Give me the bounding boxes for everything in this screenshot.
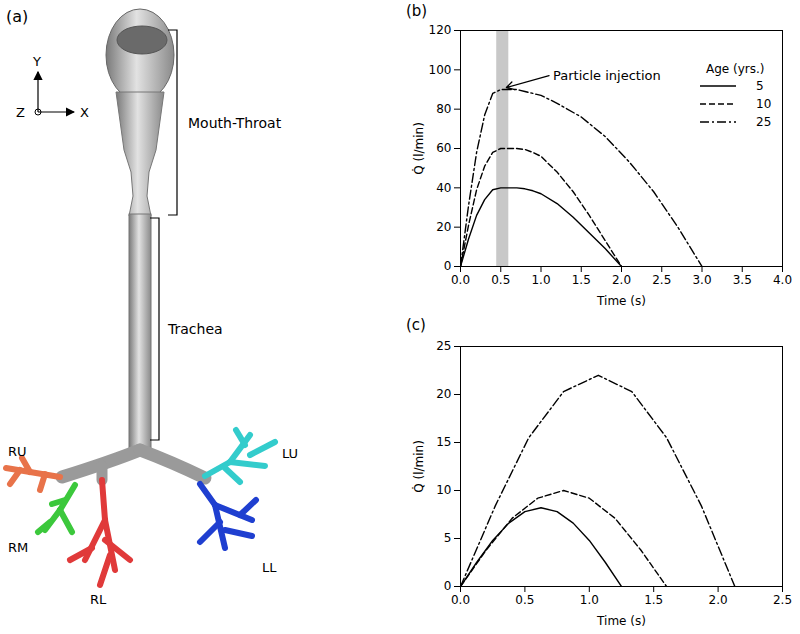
svg-text:1.5: 1.5 bbox=[572, 273, 591, 287]
svg-text:4.0: 4.0 bbox=[773, 273, 792, 287]
svg-text:1.0: 1.0 bbox=[531, 273, 550, 287]
svg-text:Trachea: Trachea bbox=[167, 321, 223, 337]
svg-text:5: 5 bbox=[756, 79, 764, 93]
html-text:(b): (b) bbox=[406, 2, 428, 20]
svg-text:RU: RU bbox=[8, 444, 27, 459]
svg-text:20: 20 bbox=[436, 220, 451, 234]
svg-text:5: 5 bbox=[444, 531, 452, 545]
svg-text:(a): (a) bbox=[6, 7, 28, 26]
svg-text:RL: RL bbox=[90, 592, 107, 607]
svg-text:Mouth-Throat: Mouth-Throat bbox=[188, 115, 282, 131]
svg-text:25: 25 bbox=[436, 339, 451, 353]
svg-text:15: 15 bbox=[436, 435, 451, 449]
svg-text:0.5: 0.5 bbox=[515, 593, 534, 607]
svg-text:LU: LU bbox=[282, 446, 298, 461]
svg-text:25: 25 bbox=[756, 115, 771, 129]
svg-text:80: 80 bbox=[436, 102, 451, 116]
svg-text:Age (yrs.): Age (yrs.) bbox=[706, 62, 765, 76]
svg-text:LL: LL bbox=[262, 560, 277, 575]
svg-text:2.0: 2.0 bbox=[612, 273, 631, 287]
svg-text:0.0: 0.0 bbox=[451, 593, 470, 607]
svg-text:3.5: 3.5 bbox=[733, 273, 752, 287]
svg-text:40: 40 bbox=[436, 181, 451, 195]
svg-text:20: 20 bbox=[436, 387, 451, 401]
svg-text:Time (s): Time (s) bbox=[596, 294, 646, 308]
svg-text:3.0: 3.0 bbox=[692, 273, 711, 287]
svg-text:60: 60 bbox=[436, 141, 451, 155]
svg-text:10: 10 bbox=[436, 483, 451, 497]
svg-text:100: 100 bbox=[429, 63, 452, 77]
svg-text:2.0: 2.0 bbox=[709, 593, 728, 607]
svg-text:Time (s): Time (s) bbox=[596, 614, 646, 628]
svg-text:0.5: 0.5 bbox=[491, 273, 510, 287]
svg-text:Q̇ (l/min): Q̇ (l/min) bbox=[412, 440, 426, 493]
svg-text:RM: RM bbox=[8, 540, 28, 555]
svg-text:Particle injection: Particle injection bbox=[553, 68, 661, 83]
svg-text:Z: Z bbox=[16, 105, 25, 120]
html-text:(c): (c) bbox=[406, 316, 426, 334]
svg-text:0: 0 bbox=[444, 579, 452, 593]
svg-text:X: X bbox=[80, 105, 89, 120]
svg-text:120: 120 bbox=[429, 23, 452, 37]
svg-text:1.0: 1.0 bbox=[580, 593, 599, 607]
svg-text:Q̇ (l/min): Q̇ (l/min) bbox=[412, 122, 426, 175]
svg-text:2.5: 2.5 bbox=[652, 273, 671, 287]
svg-text:1.5: 1.5 bbox=[644, 593, 663, 607]
svg-text:0.0: 0.0 bbox=[451, 273, 470, 287]
svg-text:0: 0 bbox=[444, 259, 452, 273]
svg-text:2.5: 2.5 bbox=[773, 593, 792, 607]
svg-text:Y: Y bbox=[32, 54, 41, 69]
svg-text:10: 10 bbox=[756, 97, 771, 111]
